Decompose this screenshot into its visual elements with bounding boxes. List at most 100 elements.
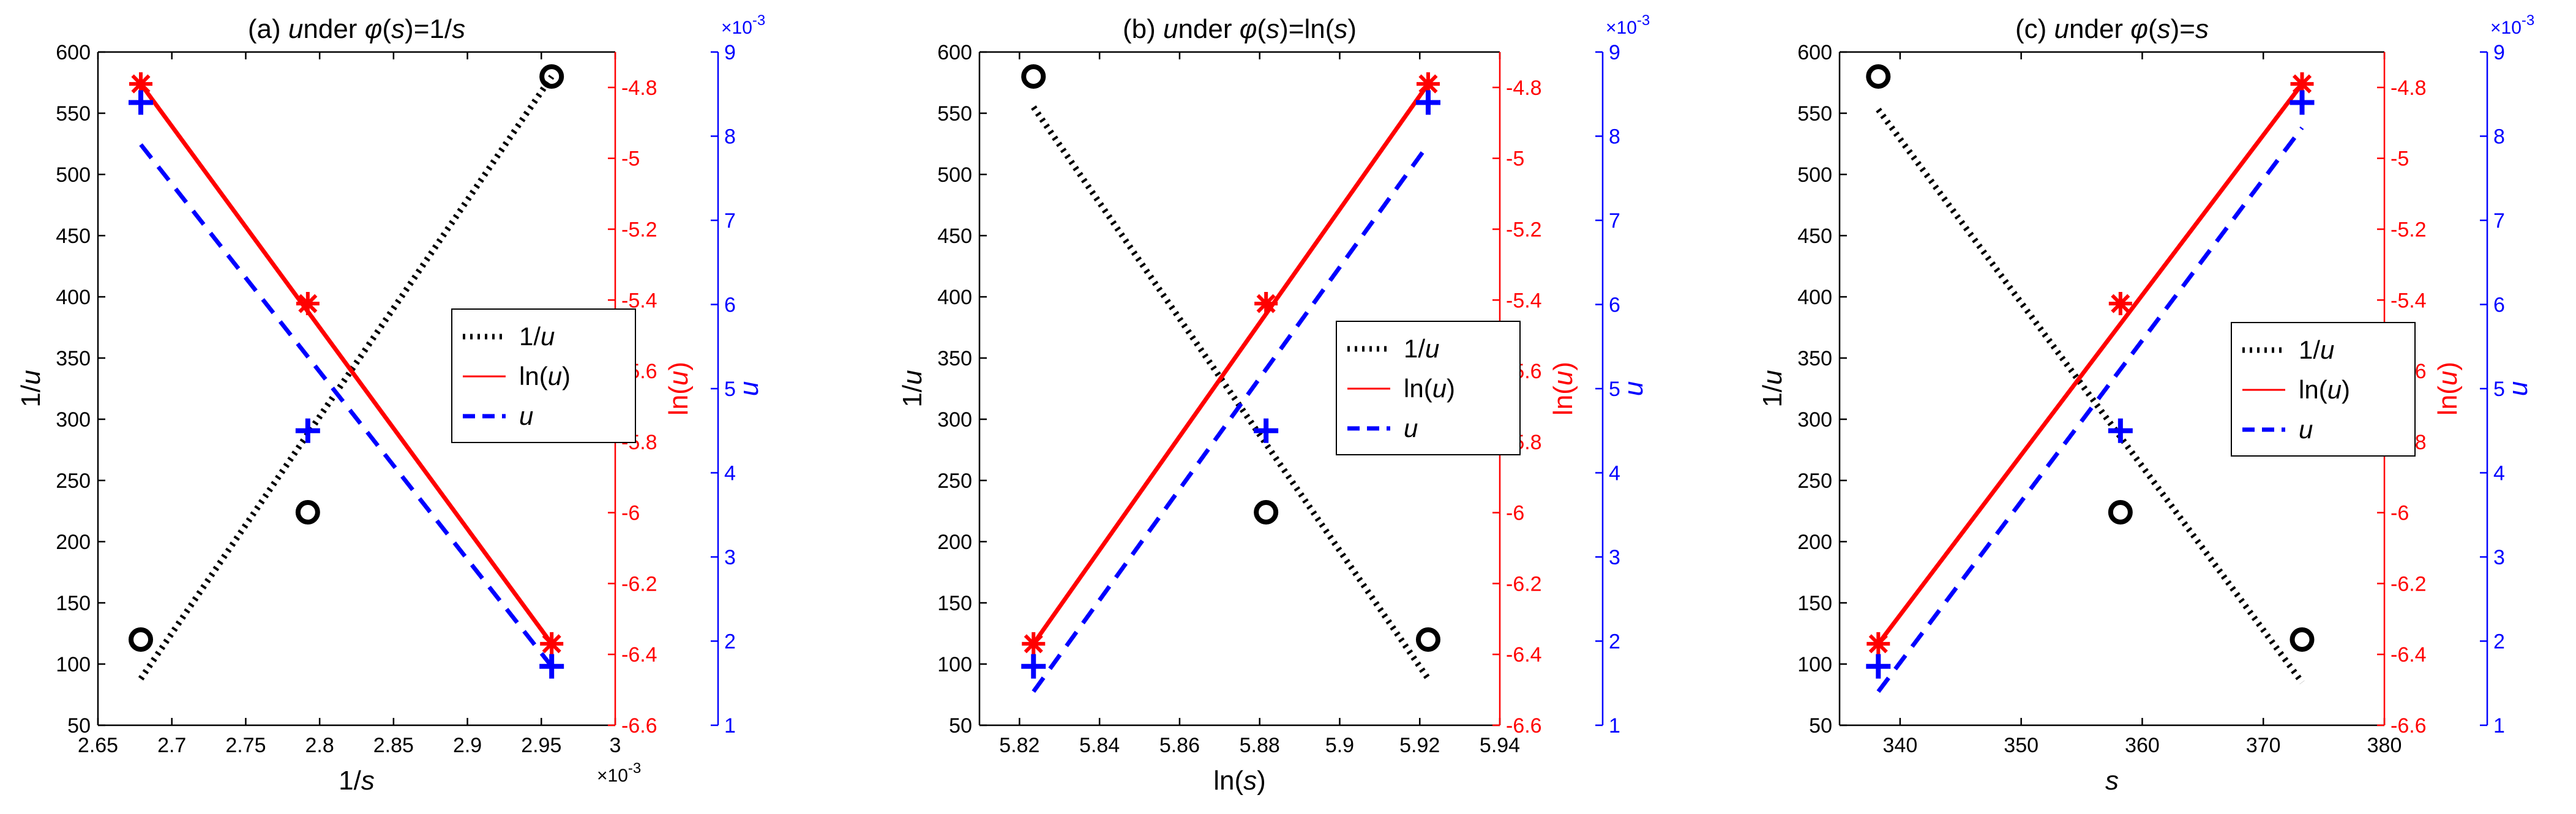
y-tick-label: 3	[2493, 546, 2505, 569]
y-tick-label: 200	[56, 531, 91, 554]
data-point-asterisk	[1254, 292, 1278, 316]
y-tick-label: 500	[937, 163, 972, 187]
y-tick-label: 400	[56, 286, 91, 309]
y-axis-label-right: u	[1619, 381, 1649, 396]
y-tick-label: 4	[724, 462, 736, 485]
legend-label: ln(u)	[2299, 375, 2350, 404]
y-tick-label: 500	[1797, 163, 1832, 187]
y-tick-label: -5.2	[2391, 218, 2427, 241]
series-line	[1031, 105, 1431, 681]
data-point-asterisk	[1416, 72, 1440, 96]
y-tick-label: 200	[937, 531, 972, 554]
y-tick-label: -6.4	[621, 643, 657, 667]
y-tick-label: -5	[621, 147, 640, 171]
y-axis-label-right: ln(u)	[2433, 362, 2463, 416]
y-tick-label: 300	[937, 408, 972, 431]
y-tick-label: 7	[2493, 209, 2505, 233]
y-tick-label: 7	[1609, 209, 1620, 233]
data-point-plus	[1415, 90, 1440, 115]
data-point-asterisk	[129, 72, 153, 96]
data-point-plus	[295, 418, 320, 443]
legend-label: ln(u)	[519, 362, 571, 390]
y-tick-label: 150	[1797, 592, 1832, 615]
y-tick-label: -6	[1506, 502, 1524, 525]
y-tick-label: 3	[724, 546, 736, 569]
legend: 1/u ln(u) u	[451, 308, 636, 443]
x-tick-label: 5.94	[1480, 734, 1520, 757]
data-point-circle	[295, 500, 320, 525]
data-point-circle	[129, 627, 154, 652]
y-tick-label: 300	[1797, 408, 1832, 431]
series-line	[1032, 83, 1430, 645]
asterisk-ray	[2111, 294, 2130, 313]
y-tick-label: 250	[1797, 469, 1832, 493]
y-axis-label-right: ln(u)	[1548, 362, 1578, 416]
y-tick-label: 100	[937, 653, 972, 676]
y-tick-label: 550	[937, 102, 972, 125]
y-tick-label: 9	[2493, 41, 2505, 64]
y-tick-label: -6.6	[621, 714, 657, 737]
x-tick-label: 350	[2004, 734, 2039, 757]
y-tick-label: 50	[949, 714, 972, 737]
y-tick-label: -6	[2391, 502, 2409, 525]
y-tick-label: -6.2	[2391, 572, 2427, 596]
y-axis-label-left: 1/u	[1758, 370, 1788, 407]
y-tick-label: 200	[1797, 531, 1832, 554]
x-tick-label: 5.86	[1159, 734, 1200, 757]
legend: 1/u ln(u) u	[1336, 321, 1521, 455]
y-tick-label: -6.2	[621, 572, 657, 596]
legend: 1/u ln(u) u	[2231, 322, 2416, 457]
y-tick-label: 2	[724, 630, 736, 654]
data-point-plus	[539, 654, 564, 679]
y-tick-label: 4	[1609, 462, 1620, 485]
data-point-circle	[1415, 627, 1440, 652]
chart-panel: (b) under φ(s)=ln(s) 5.82 5.84 5.86 5.88 5.9 5…	[897, 12, 1650, 796]
data-point-asterisk	[2290, 72, 2314, 96]
y-tick-label: 250	[56, 469, 91, 493]
y-tick-label: 100	[1797, 653, 1832, 676]
y-tick-label: 350	[56, 347, 91, 370]
x-tick-label: 5.82	[999, 734, 1039, 757]
data-point-circle	[1866, 64, 1891, 89]
x-exponent: ×10-3	[597, 760, 641, 786]
y-tick-label: 550	[1797, 102, 1832, 125]
asterisk-ray	[1868, 634, 1888, 654]
y-axis-label-right: u	[734, 381, 764, 396]
series-line	[1876, 126, 2304, 693]
y-tick-label: 8	[2493, 125, 2505, 149]
y-tick-label: 150	[56, 592, 91, 615]
y-tick-label: 100	[56, 653, 91, 676]
asterisk-ray	[1256, 294, 1276, 313]
y-tick-label: 1	[1609, 714, 1620, 737]
y-tick-label: 6	[2493, 294, 2505, 317]
x-tick-label: 2.95	[521, 734, 561, 757]
x-tick-label: 380	[2367, 734, 2402, 757]
chart-title: (a) under φ(s)=1/s	[248, 14, 465, 44]
y-tick-label: 450	[937, 225, 972, 248]
y-tick-label: -6.4	[1506, 643, 1542, 667]
asterisk-ray	[1418, 74, 1438, 94]
y-tick-label: -4.8	[2391, 77, 2427, 100]
y-exponent: ×10-3	[2490, 12, 2534, 38]
asterisk-ray	[542, 634, 561, 654]
data-point-plus	[2108, 418, 2133, 443]
y-tick-label: 6	[1609, 294, 1620, 317]
legend-label: u	[2299, 415, 2313, 444]
data-point-plus	[1021, 654, 1046, 679]
data-point-circle	[2290, 627, 2315, 652]
y-tick-label: 8	[724, 125, 736, 149]
y-axis-label-left: 1/u	[897, 370, 927, 407]
y-tick-label: -6	[621, 502, 640, 525]
x-tick-label: 3	[610, 734, 621, 757]
y-tick-label: 50	[1809, 714, 1832, 737]
data-point-plus	[1866, 654, 1891, 679]
x-axis-label: 1/s	[339, 766, 375, 796]
x-axis-label: ln(s)	[1213, 766, 1266, 796]
data-point-plus	[1254, 418, 1279, 443]
legend-label: 1/u	[1404, 334, 1439, 363]
x-tick-label: 2.7	[157, 734, 186, 757]
y-tick-label: 4	[2493, 462, 2505, 485]
legend-label: u	[519, 401, 533, 430]
y-tick-label: -6.4	[2391, 643, 2427, 667]
